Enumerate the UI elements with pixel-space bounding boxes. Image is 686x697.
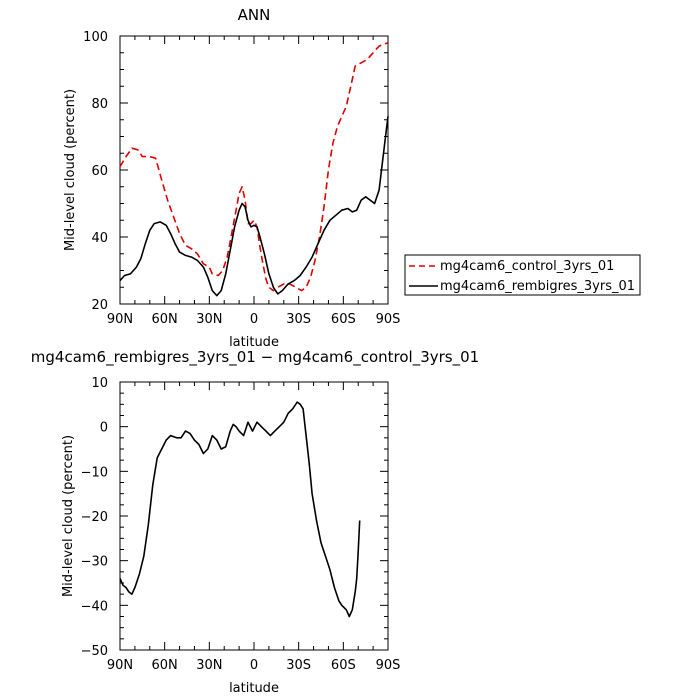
bottom-series-line-0 [119,401,361,618]
top-x-tick-label: 60N [152,312,178,327]
bottom-x-tick-label: 30N [196,658,222,673]
bottom-axis-ticks: 90N 60N 30N 0 30S 60S 90S −50 −40 −30 −20 −10 0 10 [81,376,401,673]
top-plot-frame [119,35,389,305]
bottom-x-tick-label: 60S [331,658,356,673]
legend: mg4cam6_control_3yrs_01 mg4cam6_rembigre… [404,254,641,296]
bottom-chart: mg4cam6_rembigres_3yrs_01 − mg4cam6_cont… [31,348,479,696]
top-axis-ticks: 90N 60N 30N 0 30S 60S 90S 20 40 60 80 100 [83,30,400,327]
legend-label-rembigres: mg4cam6_rembigres_3yrs_01 [440,279,635,294]
top-chart-title: ANN [238,6,271,24]
top-x-tick-label: 90S [376,312,401,327]
top-series-lines [119,41,389,297]
bottom-x-tick-label: 30S [286,658,311,673]
top-y-axis-label: Mid-level cloud (percent) [63,89,78,251]
legend-label-control: mg4cam6_control_3yrs_01 [440,259,614,274]
bottom-y-tick-label: −40 [81,599,108,614]
top-x-tick-label: 0 [250,312,258,327]
top-x-tick-label: 30S [286,312,311,327]
bottom-series-lines [119,401,361,618]
top-y-tick-label: 100 [83,30,108,45]
top-x-tick-label: 90N [107,312,133,327]
legend-box [404,254,641,296]
bottom-x-axis-label: latitude [229,681,279,696]
top-y-tick-label: 80 [91,97,108,112]
bottom-y-tick-label: −20 [81,510,108,525]
bottom-y-tick-label: 0 [100,421,108,436]
bottom-y-tick-label: −50 [81,644,108,659]
bottom-y-tick-label: 10 [91,376,108,391]
bottom-y-axis-label: Mid-level cloud (percent) [61,435,76,597]
top-series-line-mg4cam6_control_3yrs_01 [119,41,389,292]
bottom-x-tick-label: 90N [107,658,133,673]
bottom-y-tick-label: −30 [81,555,108,570]
top-x-tick-label: 30N [196,312,222,327]
top-chart: ANN 90N 60N 30N 0 30S 60S 90S 20 40 60 80 100 latit… [63,6,641,350]
top-series-line-mg4cam6_rembigres_3yrs_01 [119,116,389,297]
bottom-chart-title: mg4cam6_rembigres_3yrs_01 − mg4cam6_cont… [31,348,479,367]
top-x-axis-label: latitude [229,335,279,350]
bottom-plot-frame [119,381,389,651]
bottom-x-tick-label: 60N [152,658,178,673]
top-y-tick-label: 60 [91,164,108,179]
bottom-y-tick-label: −10 [81,465,108,480]
top-y-tick-label: 40 [91,231,108,246]
top-x-tick-label: 60S [331,312,356,327]
bottom-x-tick-label: 0 [250,658,258,673]
bottom-x-tick-label: 90S [376,658,401,673]
top-y-tick-label: 20 [91,298,108,313]
